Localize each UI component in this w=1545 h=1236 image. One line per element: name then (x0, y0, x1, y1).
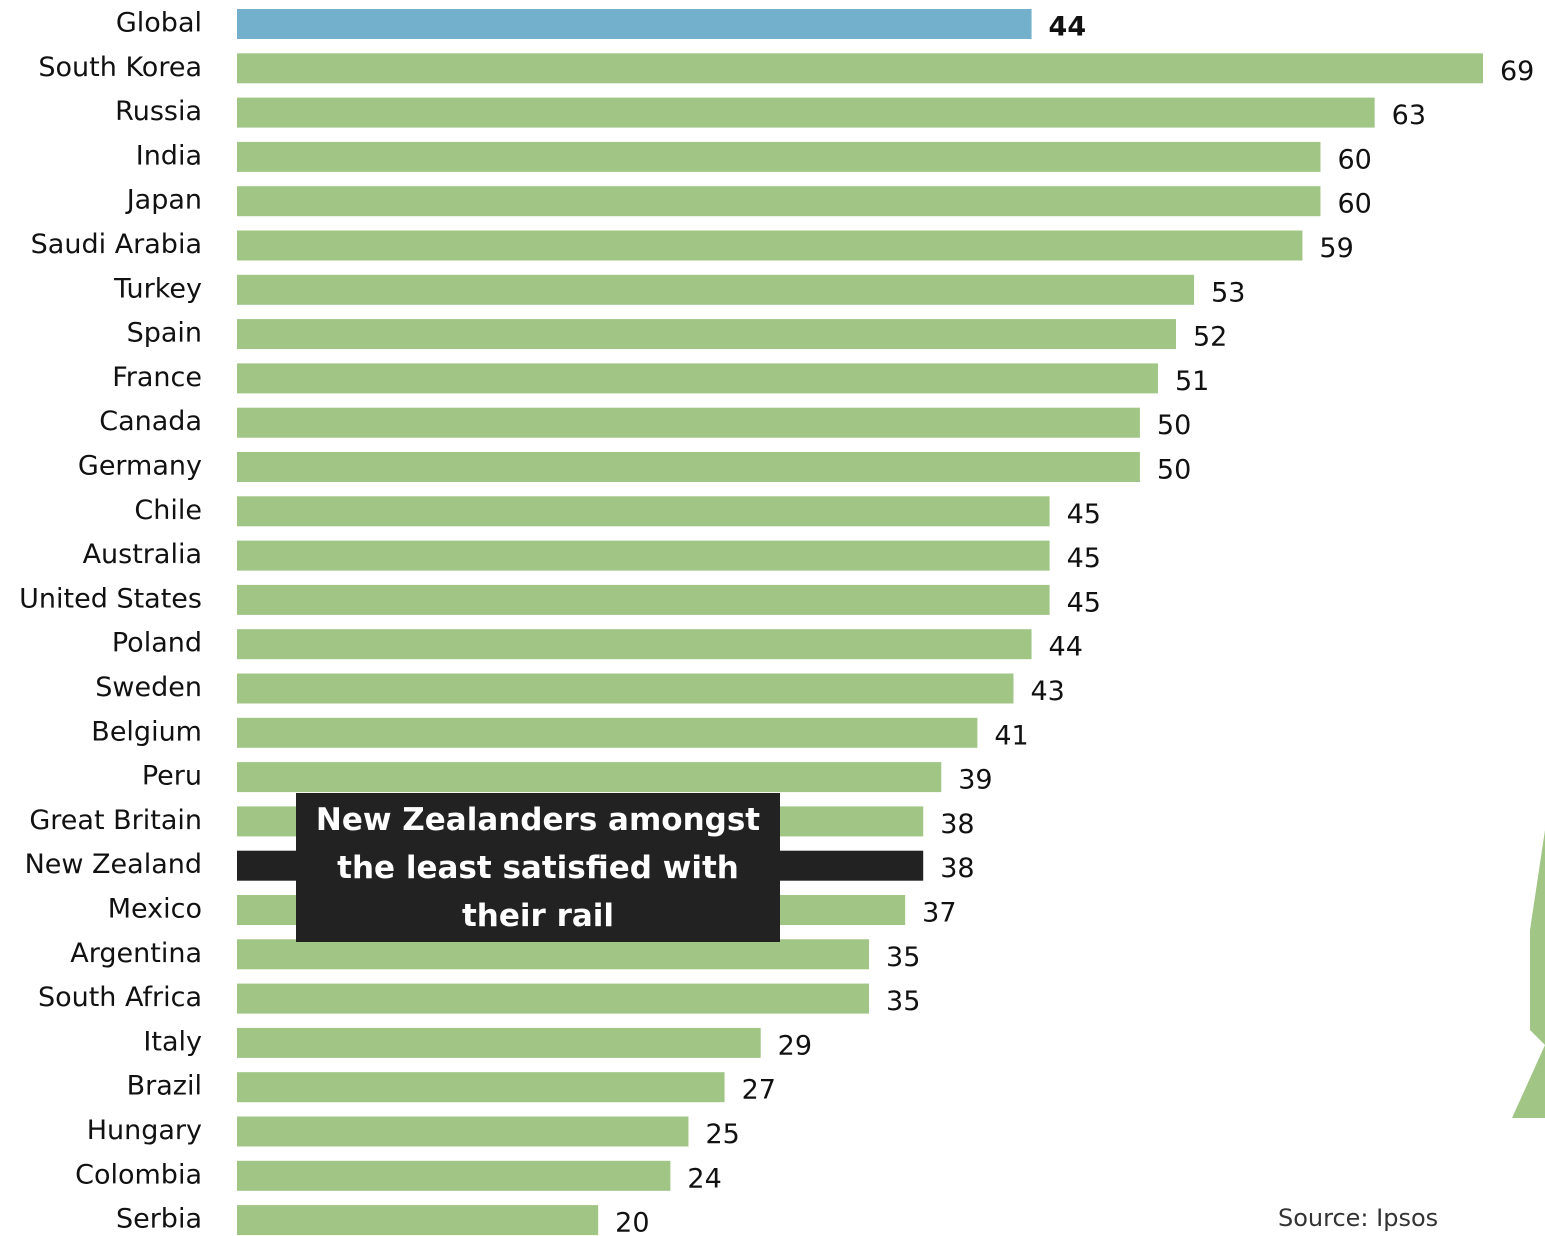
bar (237, 1028, 761, 1058)
category-label: Peru (142, 761, 202, 792)
category-label: India (136, 140, 202, 171)
bar (237, 496, 1050, 526)
value-label: 50 (1157, 455, 1191, 486)
category-label: Belgium (91, 716, 202, 747)
value-label: 44 (1049, 12, 1087, 43)
category-label: Turkey (113, 273, 202, 304)
category-label: Saudi Arabia (31, 229, 202, 260)
category-label: New Zealand (25, 849, 202, 880)
value-label: 41 (994, 720, 1028, 751)
value-label: 45 (1067, 499, 1101, 530)
value-label: 38 (940, 853, 974, 884)
value-label: 29 (778, 1030, 812, 1061)
bar (237, 408, 1140, 438)
bar (237, 1117, 688, 1147)
value-label: 44 (1049, 632, 1083, 663)
annotation: New Zealanders amongst the least satisfi… (296, 793, 780, 942)
category-label: Hungary (87, 1115, 202, 1146)
category-label: Colombia (75, 1159, 202, 1190)
category-label: Mexico (108, 894, 202, 925)
category-label: Argentina (70, 938, 202, 969)
value-label: 69 (1500, 56, 1534, 87)
category-label: Serbia (116, 1204, 202, 1235)
bar (237, 186, 1320, 216)
category-label: Germany (78, 451, 202, 482)
value-label: 50 (1157, 410, 1191, 441)
bar (237, 9, 1032, 39)
value-label: 53 (1211, 277, 1245, 308)
page: Global 44 South Korea 69 Russia 63 India 60 Japa… (0, 0, 1545, 1236)
value-label: 51 (1175, 366, 1209, 397)
decoration (1512, 830, 1545, 1118)
category-label: Canada (99, 406, 202, 437)
category-label: Sweden (95, 672, 202, 703)
bar (237, 939, 869, 969)
value-label: 43 (1030, 676, 1064, 707)
chart: Global 44 South Korea 69 Russia 63 India 60 Japa… (0, 0, 1545, 1236)
category-label: Great Britain (29, 805, 202, 836)
value-label: 35 (886, 986, 920, 1017)
bar (237, 275, 1194, 305)
value-label: 24 (687, 1163, 721, 1194)
bar (237, 142, 1320, 172)
category-label: United States (19, 583, 202, 614)
value-label: 52 (1193, 322, 1227, 353)
bar (237, 98, 1375, 128)
value-label: 37 (922, 898, 956, 929)
value-label: 60 (1337, 144, 1371, 175)
category-label: Australia (83, 539, 202, 570)
value-label: 63 (1392, 100, 1426, 131)
category-label: Spain (127, 318, 202, 349)
value-label: 39 (958, 765, 992, 796)
category-label: Italy (143, 1026, 202, 1057)
value-label: 27 (742, 1075, 776, 1106)
value-label: 20 (615, 1208, 649, 1236)
value-label: 35 (886, 942, 920, 973)
category-label: Japan (125, 185, 202, 216)
bar (237, 1161, 670, 1191)
value-label: 60 (1337, 189, 1371, 220)
bar (237, 674, 1013, 704)
value-label: 59 (1319, 233, 1353, 264)
bar (237, 762, 941, 792)
category-label: Poland (112, 628, 202, 659)
bar (237, 585, 1050, 615)
bar (237, 452, 1140, 482)
bar (237, 1205, 598, 1235)
value-label: 45 (1067, 587, 1101, 618)
value-label: 45 (1067, 543, 1101, 574)
source: Source: Ipsos (1278, 1204, 1438, 1232)
bar (237, 231, 1302, 261)
bar (237, 984, 869, 1014)
bar (237, 363, 1158, 393)
category-label: South Korea (38, 52, 202, 83)
bar (237, 629, 1032, 659)
value-label: 25 (705, 1119, 739, 1150)
bar (237, 53, 1483, 83)
bar (237, 541, 1050, 571)
value-label: 38 (940, 809, 974, 840)
category-label: Chile (134, 495, 202, 526)
bar (237, 1072, 725, 1102)
category-label: Russia (115, 96, 202, 127)
category-label: France (112, 362, 202, 393)
category-label: South Africa (38, 982, 202, 1013)
category-label: Global (116, 8, 202, 39)
bar (237, 718, 977, 748)
bar (237, 319, 1176, 349)
category-label: Brazil (127, 1071, 202, 1102)
